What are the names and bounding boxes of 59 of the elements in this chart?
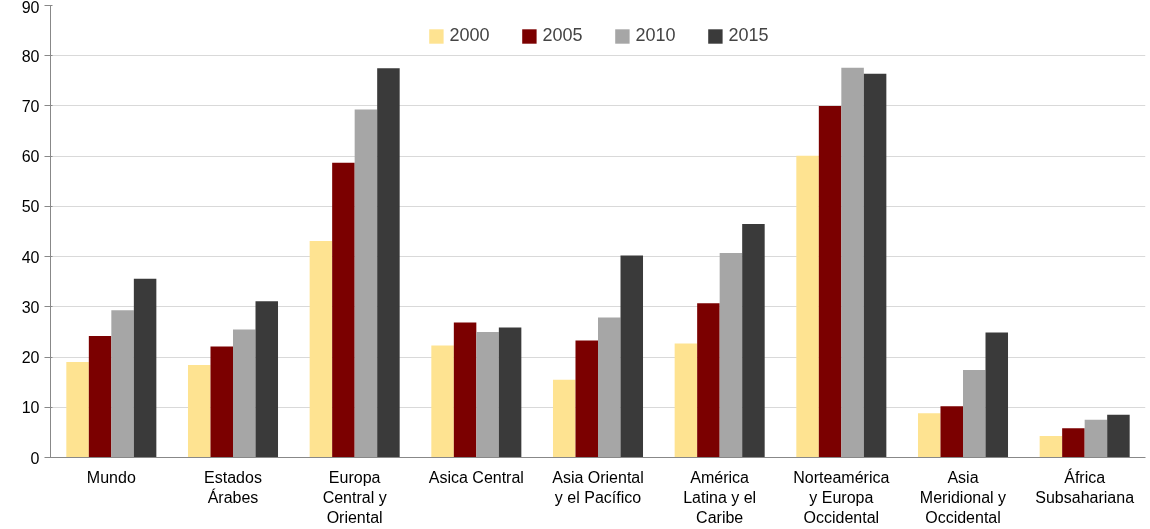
bar (187, 365, 211, 458)
x-tick-label: Europa Central y Oriental (322, 468, 387, 527)
legend-label: 2015 (728, 25, 769, 46)
bar (719, 253, 743, 458)
bar (66, 362, 89, 458)
bar (818, 105, 842, 458)
x-tick-label: Estados Árabes (204, 468, 262, 506)
y-tick-label: 20 (21, 349, 40, 367)
bar (1062, 428, 1085, 458)
y-tick-label: 90 (21, 0, 40, 16)
bar (1084, 419, 1108, 458)
bar (111, 310, 134, 458)
y-tick-label: 10 (21, 399, 40, 417)
x-tick-label: Asica Central (428, 468, 524, 486)
bar (233, 329, 256, 458)
y-tick-label: 30 (21, 298, 40, 316)
legend-label: 2000 (449, 25, 490, 46)
x-tick-label: Mundo (86, 468, 136, 486)
bar (674, 343, 698, 458)
y-tick-label: 40 (21, 248, 40, 266)
bar (917, 413, 941, 458)
bar (476, 331, 499, 458)
bar (742, 223, 765, 458)
bar (431, 345, 454, 458)
bar (1107, 414, 1130, 458)
x-tick-label: Asia Oriental y el Pacífico (552, 468, 644, 506)
bar (377, 68, 400, 458)
bar (133, 278, 157, 458)
bar (940, 406, 963, 458)
bar (796, 155, 819, 458)
bar (210, 346, 233, 458)
legend-label: 2010 (635, 25, 676, 46)
y-tick-label: 60 (21, 148, 40, 166)
bar (1039, 435, 1063, 458)
y-tick-label: 50 (21, 198, 40, 216)
bar (88, 335, 112, 458)
y-tick-label: 80 (21, 47, 40, 65)
legend-label: 2005 (542, 25, 583, 46)
y-tick-label: 0 (30, 449, 40, 467)
bar (498, 327, 522, 458)
y-tick-label: 70 (21, 97, 40, 115)
bar (985, 332, 1009, 458)
x-tick-label: Asia Meridional y Occidental (919, 468, 1007, 527)
bar (332, 162, 355, 458)
bar (598, 317, 621, 458)
bar (255, 301, 279, 458)
bar (453, 322, 477, 458)
bar (863, 73, 887, 458)
bar (620, 255, 644, 458)
bar (575, 340, 598, 458)
bar (841, 67, 864, 458)
x-tick-label: Norteamérica y Europa Occidental (793, 468, 890, 527)
x-tick-label: África Subsahariana (1035, 467, 1135, 506)
bar (697, 303, 720, 458)
bar (963, 370, 986, 458)
x-tick-label: América Latina y el Caribe (683, 468, 757, 527)
bar (309, 241, 333, 458)
bar (354, 109, 378, 458)
bar (552, 379, 576, 458)
